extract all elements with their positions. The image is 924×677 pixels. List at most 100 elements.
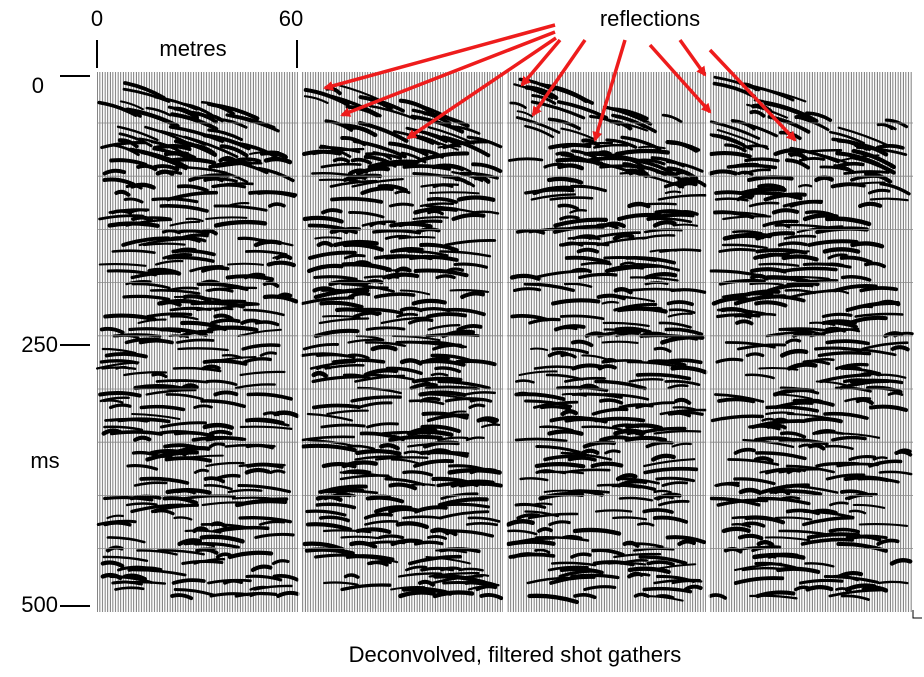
reflection-wiggle <box>815 380 849 387</box>
reflection-wiggle <box>834 386 872 393</box>
reflection-wiggle <box>432 343 463 351</box>
reflection-wiggle <box>307 250 357 260</box>
reflection-wiggle <box>453 262 489 269</box>
reflection-wiggle <box>819 373 872 384</box>
reflection-wiggle <box>555 157 604 166</box>
reflection-wiggle <box>668 308 696 314</box>
reflection-wiggle <box>418 307 451 312</box>
reflection-wiggle <box>718 247 756 253</box>
reflection-wiggle <box>667 411 692 418</box>
reflection-wiggle <box>808 357 835 364</box>
reflection-wiggle <box>315 494 343 502</box>
reflection-wiggle <box>825 216 872 227</box>
reflection-wiggle <box>203 176 224 183</box>
reflection-wiggle <box>749 282 784 286</box>
reflection-wiggle <box>740 186 787 196</box>
reflection-wiggle <box>861 341 909 351</box>
reflection-wiggle <box>109 158 148 167</box>
reflection-wiggle <box>821 262 845 267</box>
reflection-wiggle <box>429 191 480 195</box>
reflection-wiggle <box>370 344 398 352</box>
reflection-wiggle <box>438 510 490 520</box>
reflection-wiggle <box>129 208 148 214</box>
reflection-wiggle <box>833 161 865 169</box>
reflection-wiggle <box>227 488 263 494</box>
reflection-wiggle <box>234 383 276 390</box>
reflection-wiggle <box>386 272 420 280</box>
reflection-wiggle <box>451 212 486 222</box>
reflection-wiggle <box>426 197 458 204</box>
reflection-wiggle <box>355 449 402 456</box>
reflection-wiggle <box>329 179 378 188</box>
reflection-wiggle <box>203 483 233 491</box>
reflection-wiggle <box>422 440 460 449</box>
reflection-wiggle <box>435 274 456 280</box>
reflection-wiggle <box>326 409 369 416</box>
reflection-wiggle <box>313 275 358 281</box>
reflection-wiggle <box>122 294 171 301</box>
reflection-wiggle <box>442 139 488 150</box>
caption: Deconvolved, filtered shot gathers <box>349 642 682 667</box>
reflection-wiggle <box>332 358 386 364</box>
reflection-wiggle <box>748 201 780 208</box>
reflection-wiggle <box>455 359 497 367</box>
reflection-wiggle <box>559 314 605 321</box>
reflection-wiggle <box>709 150 752 159</box>
reflection-wiggle <box>318 317 370 325</box>
reflection-wiggle <box>667 312 693 318</box>
reflection-wiggle <box>653 429 702 435</box>
reflection-wiggle <box>173 454 224 461</box>
reflection-wiggle <box>427 209 444 216</box>
reflection-wiggle <box>205 216 248 220</box>
reflection-wiggle <box>312 147 365 156</box>
reflection-wiggle <box>610 107 649 121</box>
reflection-wiggle <box>125 183 143 190</box>
reflection-wiggle <box>535 469 556 474</box>
reflection-wiggle <box>548 142 592 150</box>
reflection-wiggle <box>659 408 707 416</box>
reflection-wiggle <box>628 287 682 292</box>
reflection-wiggle <box>798 184 813 188</box>
reflection-wiggle <box>102 177 136 187</box>
reflection-wiggle <box>340 583 392 592</box>
reflection-wiggle <box>638 145 666 150</box>
reflection-wiggle <box>722 292 774 299</box>
reflection-wiggle <box>420 424 461 434</box>
reflection-wiggle <box>593 143 629 149</box>
reflection-wiggle <box>345 105 379 118</box>
gather-gap <box>503 72 507 606</box>
reflection-wiggle <box>605 138 638 149</box>
reflection-wiggle <box>711 296 747 306</box>
reflection-wiggle <box>263 156 293 165</box>
reflection-wiggle <box>758 367 799 371</box>
reflection-wiggle <box>665 181 692 188</box>
reflection-wiggle <box>226 202 250 208</box>
reflection-wiggle <box>273 410 300 419</box>
reflection-wiggle <box>530 193 576 201</box>
reflection-wiggle <box>850 241 885 249</box>
y-tick-label: 500 <box>21 592 58 617</box>
reflection-wiggle <box>403 450 422 455</box>
reflection-wiggle <box>594 509 633 513</box>
reflection-wiggle <box>177 538 203 547</box>
reflection-wiggle <box>837 126 891 147</box>
reflection-wiggle <box>360 186 394 196</box>
reflection-wiggle <box>150 503 199 514</box>
reflection-wiggle <box>103 425 144 432</box>
reflection-wiggle <box>271 559 290 566</box>
reflection-wiggle <box>869 197 909 202</box>
reflection-wiggle <box>442 502 490 509</box>
reflection-wiggle <box>513 287 542 292</box>
reflection-wiggle <box>893 331 914 338</box>
reflection-wiggle <box>408 399 445 406</box>
reflection-wiggle <box>108 403 132 410</box>
reflection-wiggle <box>823 411 869 420</box>
reflection-wiggle <box>785 158 810 170</box>
reflection-wiggle <box>715 482 740 488</box>
reflection-wiggle <box>133 481 168 487</box>
reflection-wiggle <box>341 262 393 272</box>
reflection-wiggle <box>773 148 806 157</box>
reflection-wiggle <box>245 443 274 450</box>
reflection-wiggle <box>475 584 498 592</box>
reflection-wiggle <box>787 148 843 156</box>
